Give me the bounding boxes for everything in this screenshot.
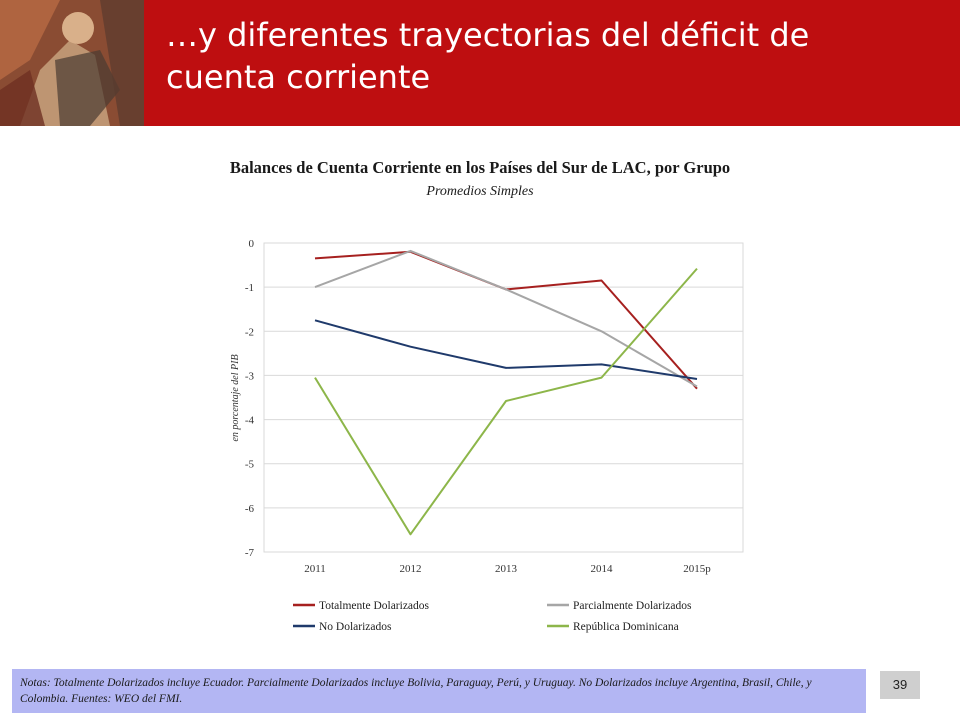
x-tick-label: 2013 (495, 563, 518, 575)
y-tick-label: -4 (245, 415, 255, 427)
y-tick-label: -2 (245, 326, 254, 338)
header-bar: …y diferentes trayectorias del déficit d… (0, 0, 960, 126)
y-tick-label: -3 (245, 370, 255, 382)
slide-title: …y diferentes trayectorias del déficit d… (166, 16, 810, 96)
series-line (314, 249, 698, 388)
legend-label: No Dolarizados (319, 621, 392, 633)
series-line (314, 319, 698, 380)
page-number: 39 (880, 671, 920, 699)
chart-subtitle: Promedios Simples (426, 184, 534, 199)
x-tick-label: 2012 (400, 563, 422, 575)
y-tick-label: 0 (249, 238, 255, 250)
notes-box: Notas: Totalmente Dolarizados incluye Ec… (12, 669, 866, 713)
legend-label: Totalmente Dolarizados (319, 600, 430, 612)
y-tick-label: -1 (245, 282, 254, 294)
x-tick-label: 2011 (304, 563, 326, 575)
chart-title: Balances de Cuenta Corriente en los País… (229, 158, 731, 177)
x-tick-label: 2015p (683, 563, 711, 575)
series-line (314, 267, 698, 536)
y-tick-label: -7 (245, 547, 255, 559)
y-axis-label: en porcentaje del PIB (230, 354, 241, 441)
y-tick-label: -5 (245, 459, 255, 471)
y-tick-label: -6 (245, 503, 255, 515)
header-mural-image (0, 0, 144, 126)
legend-label: República Dominicana (573, 621, 679, 633)
x-tick-label: 2014 (591, 563, 614, 575)
legend-label: Parcialmente Dolarizados (573, 600, 692, 612)
